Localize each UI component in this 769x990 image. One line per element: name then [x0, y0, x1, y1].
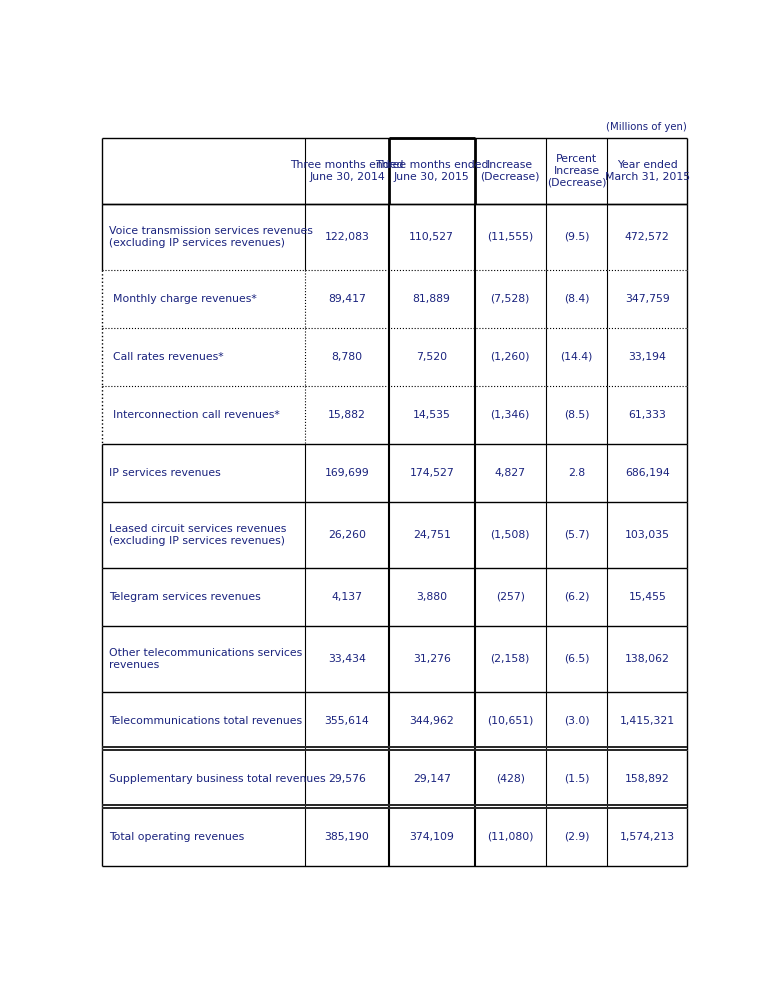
- Text: Year ended
March 31, 2015: Year ended March 31, 2015: [604, 160, 690, 182]
- Text: (9.5): (9.5): [564, 232, 589, 242]
- Text: (1,260): (1,260): [491, 351, 530, 362]
- Text: (428): (428): [496, 774, 524, 784]
- Text: 344,962: 344,962: [409, 716, 454, 726]
- Text: 103,035: 103,035: [624, 530, 670, 540]
- Text: 26,260: 26,260: [328, 530, 366, 540]
- Text: (6.2): (6.2): [564, 592, 589, 602]
- Text: 374,109: 374,109: [409, 832, 454, 842]
- Text: 174,527: 174,527: [409, 468, 454, 478]
- Text: 4,827: 4,827: [494, 468, 526, 478]
- Text: (11,080): (11,080): [487, 832, 534, 842]
- Text: Percent
Increase
(Decrease): Percent Increase (Decrease): [547, 154, 606, 187]
- Text: 347,759: 347,759: [625, 294, 670, 304]
- Text: 355,614: 355,614: [325, 716, 369, 726]
- Text: Three months ended
June 30, 2015: Three months ended June 30, 2015: [375, 160, 488, 182]
- Text: (11,555): (11,555): [487, 232, 534, 242]
- Text: Voice transmission services revenues
(excluding IP services revenues): Voice transmission services revenues (ex…: [109, 226, 313, 248]
- Text: (7,528): (7,528): [491, 294, 530, 304]
- Text: 1,415,321: 1,415,321: [620, 716, 675, 726]
- Text: 61,333: 61,333: [628, 410, 666, 420]
- Text: (3.0): (3.0): [564, 716, 589, 726]
- Text: Supplementary business total revenues: Supplementary business total revenues: [109, 774, 326, 784]
- Text: 169,699: 169,699: [325, 468, 369, 478]
- Text: 4,137: 4,137: [331, 592, 362, 602]
- Text: 3,880: 3,880: [416, 592, 448, 602]
- Text: Three months ended
June 30, 2014: Three months ended June 30, 2014: [290, 160, 404, 182]
- Text: 385,190: 385,190: [325, 832, 369, 842]
- Text: (14.4): (14.4): [561, 351, 593, 362]
- Text: (1,346): (1,346): [491, 410, 530, 420]
- Text: 15,455: 15,455: [628, 592, 666, 602]
- Text: 15,882: 15,882: [328, 410, 366, 420]
- Text: 1,574,213: 1,574,213: [620, 832, 675, 842]
- Text: 81,889: 81,889: [413, 294, 451, 304]
- Text: 33,194: 33,194: [628, 351, 666, 362]
- Text: 110,527: 110,527: [409, 232, 454, 242]
- Text: Call rates revenues*: Call rates revenues*: [113, 351, 224, 362]
- Text: (2.9): (2.9): [564, 832, 589, 842]
- Text: Other telecommunications services
revenues: Other telecommunications services revenu…: [109, 648, 302, 669]
- Text: 138,062: 138,062: [625, 653, 670, 664]
- Text: 24,751: 24,751: [413, 530, 451, 540]
- Text: 29,576: 29,576: [328, 774, 366, 784]
- Text: Increase
(Decrease): Increase (Decrease): [481, 160, 540, 182]
- Text: (6.5): (6.5): [564, 653, 589, 664]
- Text: Interconnection call revenues*: Interconnection call revenues*: [113, 410, 280, 420]
- Text: (10,651): (10,651): [487, 716, 534, 726]
- Text: IP services revenues: IP services revenues: [109, 468, 221, 478]
- Text: Monthly charge revenues*: Monthly charge revenues*: [113, 294, 257, 304]
- Text: 14,535: 14,535: [413, 410, 451, 420]
- Text: 89,417: 89,417: [328, 294, 366, 304]
- Text: 472,572: 472,572: [625, 232, 670, 242]
- Text: Telecommunications total revenues: Telecommunications total revenues: [109, 716, 302, 726]
- Text: 7,520: 7,520: [416, 351, 448, 362]
- Text: (2,158): (2,158): [491, 653, 530, 664]
- Text: (8.4): (8.4): [564, 294, 589, 304]
- Text: Telegram services revenues: Telegram services revenues: [109, 592, 261, 602]
- Text: 122,083: 122,083: [325, 232, 369, 242]
- Text: 31,276: 31,276: [413, 653, 451, 664]
- Text: Total operating revenues: Total operating revenues: [109, 832, 245, 842]
- Text: (5.7): (5.7): [564, 530, 589, 540]
- Text: (257): (257): [496, 592, 524, 602]
- Text: Leased circuit services revenues
(excluding IP services revenues): Leased circuit services revenues (exclud…: [109, 524, 287, 545]
- Text: (8.5): (8.5): [564, 410, 589, 420]
- Text: (1.5): (1.5): [564, 774, 589, 784]
- Text: 686,194: 686,194: [625, 468, 670, 478]
- Text: 158,892: 158,892: [625, 774, 670, 784]
- Text: (Millions of yen): (Millions of yen): [607, 122, 687, 132]
- Text: 2.8: 2.8: [568, 468, 585, 478]
- Text: 8,780: 8,780: [331, 351, 362, 362]
- Text: (1,508): (1,508): [491, 530, 530, 540]
- Text: 33,434: 33,434: [328, 653, 366, 664]
- Text: 29,147: 29,147: [413, 774, 451, 784]
